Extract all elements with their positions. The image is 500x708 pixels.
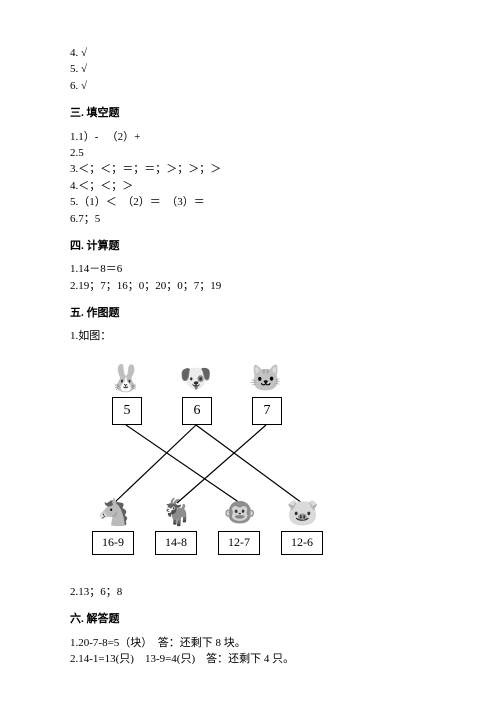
- bot-box-1: 16-9: [92, 531, 134, 555]
- s6-line-2: 2.14-1=13(只) 13-9=4(只) 答：还剩下 4 只。: [70, 652, 430, 667]
- tf-item-4: 4. √: [70, 46, 430, 61]
- bot-box-2: 14-8: [155, 531, 197, 555]
- bot-box-3: 12-7: [218, 531, 260, 555]
- s4-line-1: 1.14－8＝6: [70, 262, 430, 277]
- answer-page: 4. √ 5. √ 6. √ 三. 填空题 1.1）- （2）+ 2.5 3.＜…: [0, 0, 500, 698]
- s5-line-1: 1.如图：: [70, 329, 430, 344]
- section-4-title: 四. 计算题: [70, 239, 430, 254]
- goat-icon: 🐐: [159, 497, 195, 529]
- tf-item-5: 5. √: [70, 62, 430, 77]
- section-5-title: 五. 作图题: [70, 306, 430, 321]
- tf-item-6: 6. √: [70, 79, 430, 94]
- s6-line-1: 1.20-7-8=5（块） 答：还剩下 8 块。: [70, 636, 430, 651]
- s3-line-2: 2.5: [70, 146, 430, 161]
- monkey-icon: 🐵: [222, 497, 258, 529]
- bot-box-4: 12-6: [281, 531, 323, 555]
- section-6-title: 六. 解答题: [70, 612, 430, 627]
- s3-line-1: 1.1）- （2）+: [70, 130, 430, 145]
- s3-line-4: 4.＜；＜；＞: [70, 179, 430, 194]
- pig-icon: 🐷: [285, 497, 321, 529]
- s5-line-2: 2.13；6；8: [70, 585, 430, 600]
- s3-line-5: 5.（1）＜ （2）＝ （3）＝: [70, 195, 430, 210]
- s3-line-6: 6.7；5: [70, 212, 430, 227]
- horse-icon: 🐴: [96, 497, 132, 529]
- matching-diagram: 🐰 🐶 🐱 5 6 7 🐴 🐐 🐵 🐷 16-9 14-8 12-7 12-6: [70, 355, 360, 575]
- section-3-title: 三. 填空题: [70, 106, 430, 121]
- s3-line-3: 3.＜；＜；＝；＝；＞；＞；＞: [70, 162, 430, 177]
- s4-line-2: 2.19；7；16；0；20；0；7；19: [70, 279, 430, 294]
